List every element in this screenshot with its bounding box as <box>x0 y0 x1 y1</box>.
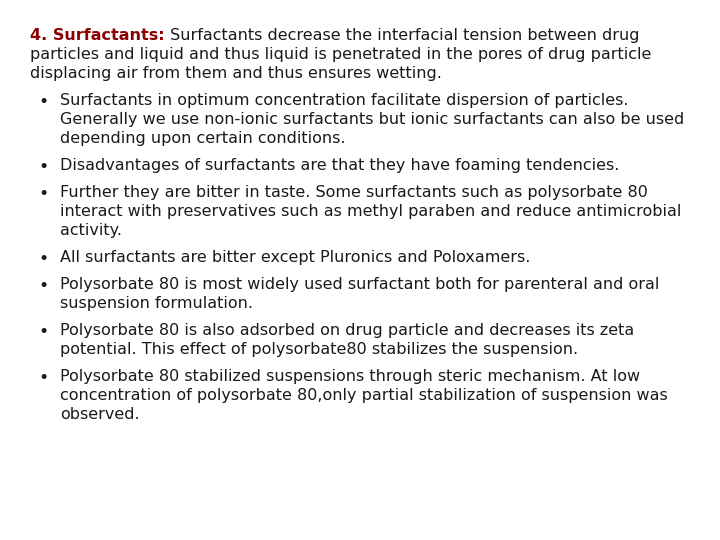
Text: •: • <box>38 369 48 387</box>
Text: Polysorbate 80 stabilized suspensions through steric mechanism. At low: Polysorbate 80 stabilized suspensions th… <box>60 369 640 384</box>
Text: •: • <box>38 323 48 341</box>
Text: interact with preservatives such as methyl paraben and reduce antimicrobial: interact with preservatives such as meth… <box>60 204 681 219</box>
Text: •: • <box>38 277 48 295</box>
Text: suspension formulation.: suspension formulation. <box>60 296 253 311</box>
Text: All surfactants are bitter except Pluronics and Poloxamers.: All surfactants are bitter except Pluron… <box>60 250 531 265</box>
Text: Generally we use non-ionic surfactants but ionic surfactants can also be used: Generally we use non-ionic surfactants b… <box>60 112 684 127</box>
Text: depending upon certain conditions.: depending upon certain conditions. <box>60 131 346 146</box>
Text: Further they are bitter in taste. Some surfactants such as polysorbate 80: Further they are bitter in taste. Some s… <box>60 185 648 200</box>
Text: Surfactants decrease the interfacial tension between drug: Surfactants decrease the interfacial ten… <box>165 28 639 43</box>
Text: Disadvantages of surfactants are that they have foaming tendencies.: Disadvantages of surfactants are that th… <box>60 158 619 173</box>
Text: potential. This effect of polysorbate80 stabilizes the suspension.: potential. This effect of polysorbate80 … <box>60 342 578 357</box>
Text: •: • <box>38 185 48 203</box>
Text: •: • <box>38 250 48 268</box>
Text: 4. Surfactants:: 4. Surfactants: <box>30 28 165 43</box>
Text: Surfactants in optimum concentration facilitate dispersion of particles.: Surfactants in optimum concentration fac… <box>60 93 629 108</box>
Text: activity.: activity. <box>60 223 122 238</box>
Text: Polysorbate 80 is most widely used surfactant both for parenteral and oral: Polysorbate 80 is most widely used surfa… <box>60 277 660 292</box>
Text: observed.: observed. <box>60 407 140 422</box>
Text: concentration of polysorbate 80,only partial stabilization of suspension was: concentration of polysorbate 80,only par… <box>60 388 667 403</box>
Text: •: • <box>38 93 48 111</box>
Text: displacing air from them and thus ensures wetting.: displacing air from them and thus ensure… <box>30 66 442 81</box>
Text: particles and liquid and thus liquid is penetrated in the pores of drug particle: particles and liquid and thus liquid is … <box>30 47 652 62</box>
Text: •: • <box>38 158 48 176</box>
Text: Polysorbate 80 is also adsorbed on drug particle and decreases its zeta: Polysorbate 80 is also adsorbed on drug … <box>60 323 634 338</box>
